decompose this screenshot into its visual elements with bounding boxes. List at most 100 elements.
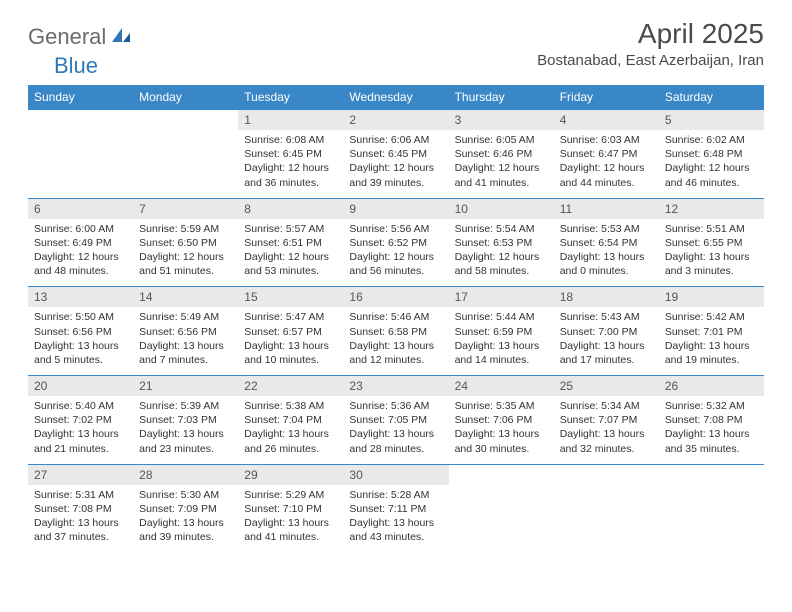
day-detail-cell: Sunrise: 5:57 AM Sunset: 6:51 PM Daylight:…	[238, 219, 343, 287]
day-detail-cell: Sunrise: 5:50 AMSunset: 6:56 PMDaylight:…	[28, 307, 133, 375]
sunset-line: Sunset: 6:59 PM	[455, 326, 533, 338]
day-number-cell: 23	[343, 376, 448, 397]
day-number-cell: 2	[343, 110, 448, 131]
sunset-line: Sunset: 7:09 PM	[139, 503, 217, 515]
sunrise-line: Sunrise: 5:36 AM	[349, 400, 429, 412]
day-detail-cell: Sunrise: 6:06 AMSunset: 6:45 PMDaylight:…	[343, 130, 448, 198]
sunset-line: Sunset: 7:03 PM	[139, 414, 217, 426]
sunset-line: Sunset: 6:57 PM	[244, 326, 322, 338]
daylight-line: Daylight: 13 hours and 19 minutes.	[665, 340, 750, 366]
calendar-table: SundayMondayTuesdayWednesdayThursdayFrid…	[28, 85, 764, 552]
sunrise-line: Sunrise: 5:53 AM	[560, 223, 640, 235]
sunrise-line: Sunrise: 5:29 AM	[244, 489, 324, 501]
day-number-cell: 9	[343, 198, 448, 219]
day-number-cell: 14	[133, 287, 238, 308]
daylight-line: Daylight: 12 hours and 53 minutes.	[244, 251, 329, 277]
sunset-line: Sunset: 7:08 PM	[34, 503, 112, 515]
daylight-line: Daylight: 12 hours and 36 minutes.	[244, 162, 329, 188]
sunrise-line: Sunrise: 5:59 AM	[139, 223, 219, 235]
daylight-line: Daylight: 12 hours and 51 minutes.	[139, 251, 224, 277]
daylight-line: Daylight: 13 hours and 14 minutes.	[455, 340, 540, 366]
weekday-header: Tuesday	[238, 85, 343, 110]
daylight-line: Daylight: 13 hours and 35 minutes.	[665, 428, 750, 454]
sunrise-line: Sunrise: 5:54 AM	[455, 223, 535, 235]
day-number-row: 13141516171819	[28, 287, 764, 308]
day-number-cell	[659, 464, 764, 485]
daylight-line: Daylight: 13 hours and 39 minutes.	[139, 517, 224, 543]
daylight-line: Daylight: 12 hours and 44 minutes.	[560, 162, 645, 188]
sunset-line: Sunset: 6:51 PM	[244, 237, 322, 249]
sunset-line: Sunset: 6:49 PM	[34, 237, 112, 249]
sunrise-line: Sunrise: 6:03 AM	[560, 134, 640, 146]
day-detail-cell: Sunrise: 5:49 AMSunset: 6:56 PMDaylight:…	[133, 307, 238, 375]
day-number-cell: 26	[659, 376, 764, 397]
day-detail-cell: Sunrise: 5:36 AMSunset: 7:05 PMDaylight:…	[343, 396, 448, 464]
day-number-cell: 17	[449, 287, 554, 308]
daylight-line: Daylight: 13 hours and 41 minutes.	[244, 517, 329, 543]
day-number-cell: 11	[554, 198, 659, 219]
day-detail-cell: Sunrise: 5:44 AMSunset: 6:59 PMDaylight:…	[449, 307, 554, 375]
day-detail-cell: Sunrise: 5:47 AMSunset: 6:57 PMDaylight:…	[238, 307, 343, 375]
day-detail-cell: Sunrise: 5:56 AMSunset: 6:52 PMDaylight:…	[343, 219, 448, 287]
day-number-cell	[554, 464, 659, 485]
day-detail-cell: Sunrise: 5:39 AMSunset: 7:03 PMDaylight:…	[133, 396, 238, 464]
day-detail-row: Sunrise: 6:08 AMSunset: 6:45 PMDaylight:…	[28, 130, 764, 198]
day-detail-cell: Sunrise: 5:30 AM Sunset: 7:09 PM Daylight:…	[133, 485, 238, 553]
daylight-line: Daylight: 13 hours and 23 minutes.	[139, 428, 224, 454]
day-number-cell	[133, 110, 238, 131]
day-detail-cell: Sunrise: 6:03 AMSunset: 6:47 PMDaylight:…	[554, 130, 659, 198]
sunset-line: Sunset: 7:01 PM	[665, 326, 743, 338]
day-detail-row: Sunrise: 5:50 AMSunset: 6:56 PMDaylight:…	[28, 307, 764, 375]
day-number-cell: 16	[343, 287, 448, 308]
sunrise-line: Sunrise: 5:42 AM	[665, 311, 745, 323]
sunrise-line: Sunrise: 5:32 AM	[665, 400, 745, 412]
day-detail-cell: Sunrise: 5:28 AMSunset: 7:11 PMDaylight:…	[343, 485, 448, 553]
calendar-page: General April 2025 Bostanabad, East Azer…	[0, 0, 792, 552]
sunrise-line: Sunrise: 6:02 AM	[665, 134, 745, 146]
sunset-line: Sunset: 7:10 PM	[244, 503, 322, 515]
daylight-line: Daylight: 13 hours and 26 minutes.	[244, 428, 329, 454]
daylight-line: Daylight: 13 hours and 17 minutes.	[560, 340, 645, 366]
day-number-cell	[28, 110, 133, 131]
day-number-cell: 5	[659, 110, 764, 131]
sunset-line: Sunset: 6:55 PM	[665, 237, 743, 249]
weekday-header: Thursday	[449, 85, 554, 110]
daylight-line: Daylight: 13 hours and 43 minutes.	[349, 517, 434, 543]
sunset-line: Sunset: 6:50 PM	[139, 237, 217, 249]
sunset-line: Sunset: 6:52 PM	[349, 237, 427, 249]
day-number-cell: 7	[133, 198, 238, 219]
day-number-cell	[449, 464, 554, 485]
month-title: April 2025	[537, 18, 764, 50]
sunset-line: Sunset: 6:46 PM	[455, 148, 533, 160]
day-number-cell: 30	[343, 464, 448, 485]
sunrise-line: Sunrise: 5:46 AM	[349, 311, 429, 323]
weekday-header: Sunday	[28, 85, 133, 110]
sunrise-line: Sunrise: 5:30 AM	[139, 489, 219, 501]
day-detail-cell	[449, 485, 554, 553]
daylight-line: Daylight: 13 hours and 12 minutes.	[349, 340, 434, 366]
day-detail-cell: Sunrise: 5:51 AMSunset: 6:55 PMDaylight:…	[659, 219, 764, 287]
calendar-head: SundayMondayTuesdayWednesdayThursdayFrid…	[28, 85, 764, 110]
day-detail-cell: Sunrise: 5:42 AM Sunset: 7:01 PM Daylight:…	[659, 307, 764, 375]
sunrise-line: Sunrise: 5:57 AM	[244, 223, 324, 235]
day-detail-cell: Sunrise: 5:54 AMSunset: 6:53 PMDaylight:…	[449, 219, 554, 287]
sunset-line: Sunset: 7:06 PM	[455, 414, 533, 426]
day-detail-cell: Sunrise: 5:29 AM Sunset: 7:10 PM Daylight:…	[238, 485, 343, 553]
day-number-cell: 20	[28, 376, 133, 397]
sunset-line: Sunset: 7:07 PM	[560, 414, 638, 426]
daylight-line: Daylight: 13 hours and 28 minutes.	[349, 428, 434, 454]
logo-text-general: General	[28, 24, 106, 50]
sunset-line: Sunset: 7:00 PM	[560, 326, 638, 338]
sunrise-line: Sunrise: 5:31 AM	[34, 489, 114, 501]
daylight-line: Daylight: 13 hours and 7 minutes.	[139, 340, 224, 366]
daylight-line: Daylight: 13 hours and 37 minutes.	[34, 517, 119, 543]
sunrise-line: Sunrise: 5:35 AM	[455, 400, 535, 412]
day-number-cell: 1	[238, 110, 343, 131]
day-detail-cell: Sunrise: 5:46 AMSunset: 6:58 PMDaylight:…	[343, 307, 448, 375]
weekday-header: Monday	[133, 85, 238, 110]
day-detail-cell: Sunrise: 5:38 AMSunset: 7:04 PMDaylight:…	[238, 396, 343, 464]
weekday-header: Friday	[554, 85, 659, 110]
daylight-line: Daylight: 13 hours and 21 minutes.	[34, 428, 119, 454]
day-detail-cell	[28, 130, 133, 198]
daylight-line: Daylight: 13 hours and 5 minutes.	[34, 340, 119, 366]
